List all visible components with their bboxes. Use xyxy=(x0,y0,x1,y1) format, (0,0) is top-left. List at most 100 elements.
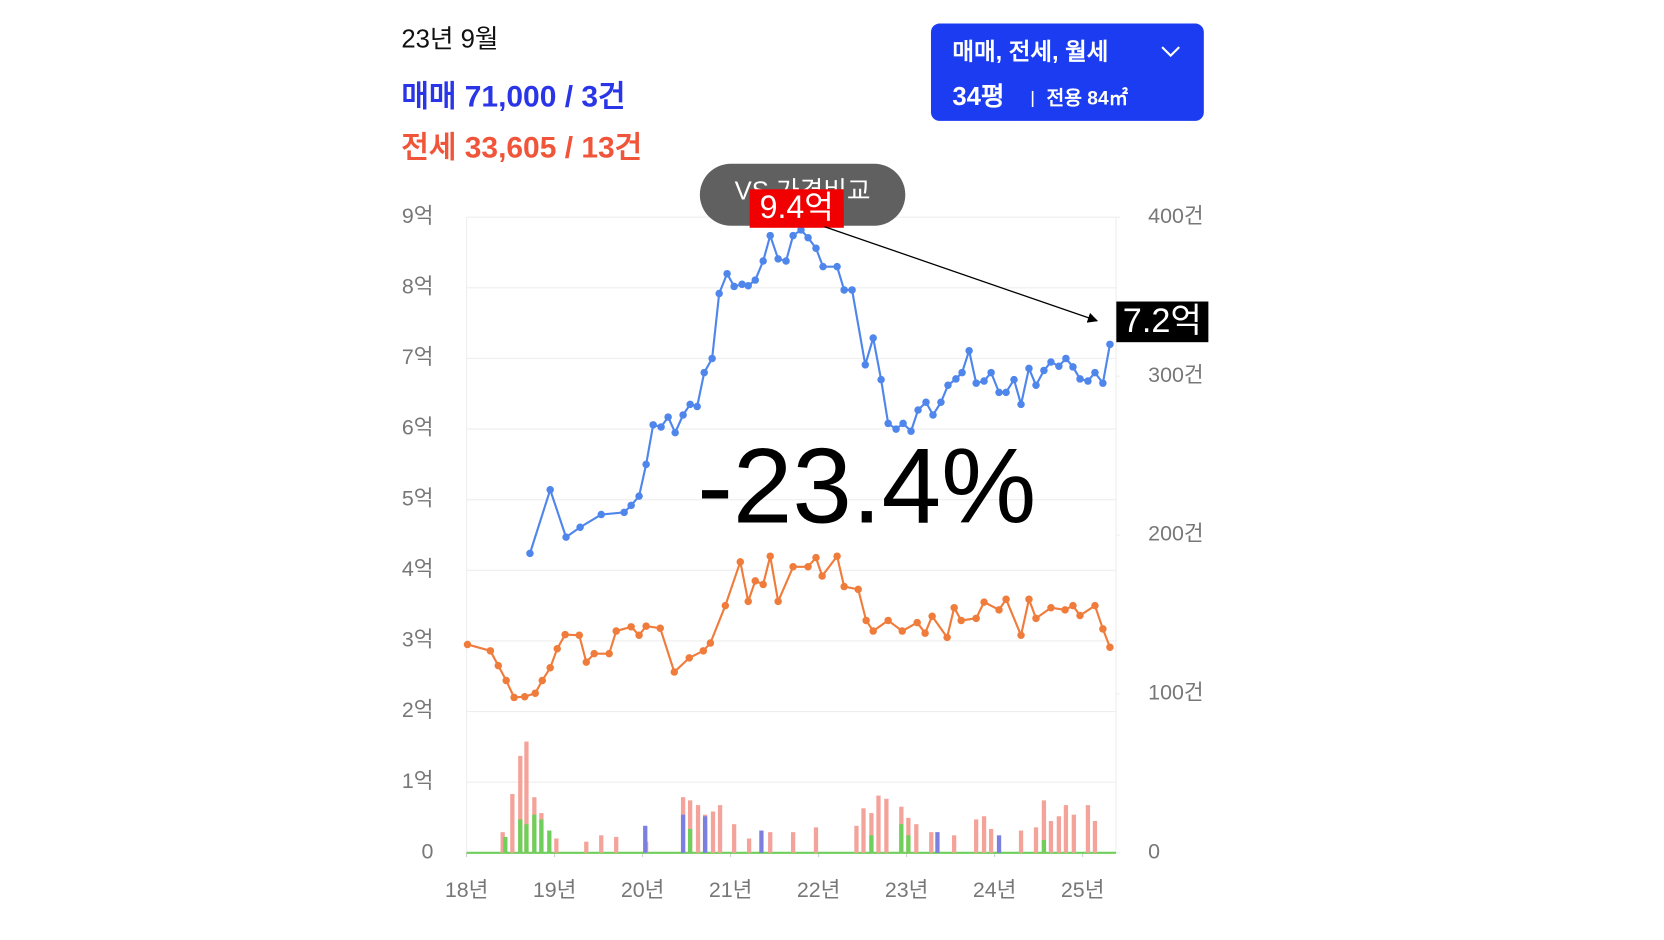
x-tick-label: 18년 xyxy=(445,878,488,902)
price-dot xyxy=(738,280,746,289)
price-line xyxy=(528,228,1111,554)
volume-bar xyxy=(1063,805,1069,853)
price-dot xyxy=(965,346,973,355)
volume-bar xyxy=(981,816,987,853)
price-dot xyxy=(1076,375,1084,383)
volume-bar xyxy=(1018,830,1024,853)
y2-tick-label: 300건 xyxy=(1148,363,1203,387)
volume-bar xyxy=(1041,840,1047,853)
price-dot xyxy=(1069,363,1077,371)
price-dot xyxy=(812,244,820,253)
price-dot xyxy=(913,618,921,627)
price-dot xyxy=(1099,379,1107,387)
price-dot xyxy=(531,689,539,697)
price-dot xyxy=(700,368,708,377)
volume-bar xyxy=(929,832,934,853)
price-dot xyxy=(1069,601,1077,610)
price-dot xyxy=(797,226,805,234)
volume-bar xyxy=(952,835,957,853)
peak-label-bg xyxy=(749,189,844,228)
price-dot xyxy=(679,411,687,419)
price-dot xyxy=(1084,377,1092,385)
x-tick-label: 25년 xyxy=(1061,878,1104,902)
price-dot xyxy=(759,257,767,265)
price-dot xyxy=(635,492,643,500)
volume-bar xyxy=(996,835,1002,853)
price-dot xyxy=(952,375,960,383)
y2-tick-label: 100건 xyxy=(1148,681,1203,705)
x-tick-label: 22년 xyxy=(797,878,840,902)
volume-bar xyxy=(1048,821,1054,853)
filter-area[interactable]: 전용 84㎡ xyxy=(1047,87,1129,110)
price-dot xyxy=(649,421,657,429)
x-tick-label: 21년 xyxy=(709,878,752,902)
price-dot xyxy=(671,428,679,437)
price-dot xyxy=(1025,364,1033,373)
price-dot xyxy=(789,231,797,240)
volume-bar xyxy=(768,832,773,853)
price-dot xyxy=(995,388,1003,397)
chevron[interactable] xyxy=(1161,46,1180,58)
price-dot xyxy=(494,661,503,670)
price-dot xyxy=(972,379,980,387)
volume-bar xyxy=(599,835,604,853)
price-dot xyxy=(1076,611,1084,620)
price-dot xyxy=(862,616,870,625)
volume-bar xyxy=(1033,827,1039,853)
volume-bar xyxy=(695,805,701,853)
price-dot xyxy=(921,629,929,637)
header-date: 23년 9월 xyxy=(401,25,498,53)
price-dot xyxy=(898,627,906,635)
volume-bar xyxy=(539,819,544,853)
filter-size[interactable]: 34평 xyxy=(952,82,1004,111)
price-dot xyxy=(922,398,930,406)
price-dot xyxy=(854,585,862,594)
volume-bar xyxy=(524,741,529,853)
price-dot xyxy=(766,552,774,560)
price-dot xyxy=(463,640,472,649)
volume-bar xyxy=(524,824,529,853)
price-dot xyxy=(774,255,782,263)
price-dot xyxy=(892,425,900,433)
volume-bar xyxy=(1071,814,1076,853)
price-dot xyxy=(561,630,569,639)
filter-button[interactable]: 매매, 전세, 월세 34평 전용 84㎡ xyxy=(930,23,1204,121)
x-tick-label: 20년 xyxy=(621,878,664,902)
price-dot xyxy=(627,501,635,510)
x-tick-label: 23년 xyxy=(885,878,928,902)
price-dot xyxy=(972,614,980,623)
price-dot xyxy=(744,281,752,290)
price-dot xyxy=(943,633,951,642)
price-dot xyxy=(1032,614,1040,623)
volume-bar xyxy=(532,814,537,853)
price-dot xyxy=(1047,358,1055,366)
price-dot xyxy=(708,354,716,363)
filter-label[interactable]: 매매, 전세, 월세 xyxy=(952,39,1108,65)
price-dot xyxy=(502,676,510,685)
x-tick-label: 24년 xyxy=(973,878,1016,902)
price-dot xyxy=(730,282,738,291)
price-dot xyxy=(510,693,518,702)
price-dot xyxy=(526,549,534,558)
volume-bar xyxy=(518,755,523,853)
price-dot xyxy=(1106,340,1114,349)
price-dot xyxy=(861,361,870,369)
price-dot xyxy=(553,644,561,653)
volume-bar xyxy=(746,838,752,853)
filter-button-bg[interactable] xyxy=(930,23,1204,121)
y-tick-label: 2억 xyxy=(402,698,434,722)
price-dot xyxy=(538,676,547,685)
price-dot xyxy=(597,510,605,519)
price-dot xyxy=(958,368,966,377)
price-dot xyxy=(1099,625,1107,633)
price-dot xyxy=(706,639,715,647)
price-dot xyxy=(736,558,745,566)
volume-bar xyxy=(643,825,648,853)
volume-bar xyxy=(1092,821,1098,853)
price-dot xyxy=(642,460,650,469)
volume-bar xyxy=(687,800,693,853)
price-dot xyxy=(1032,381,1040,390)
price-dot xyxy=(590,649,598,658)
price-dot xyxy=(759,580,767,589)
